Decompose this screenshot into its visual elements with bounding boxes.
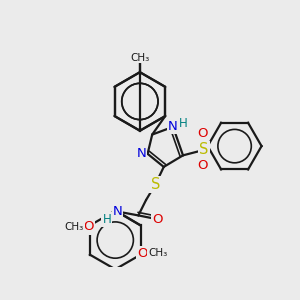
Text: H: H [178,116,188,130]
Text: CH₃: CH₃ [148,248,167,258]
Text: S: S [151,177,160,192]
Text: O: O [152,213,163,226]
Text: N: N [113,205,122,218]
Text: CH₃: CH₃ [65,222,84,232]
Text: S: S [199,142,208,158]
Text: N: N [136,147,146,160]
Text: O: O [197,159,208,172]
Text: O: O [137,247,148,260]
Text: N: N [168,120,178,134]
Text: O: O [197,127,208,140]
Text: CH₃: CH₃ [130,52,149,63]
Text: O: O [83,220,94,233]
Text: H: H [102,213,111,226]
Text: CH₃: CH₃ [130,52,150,63]
